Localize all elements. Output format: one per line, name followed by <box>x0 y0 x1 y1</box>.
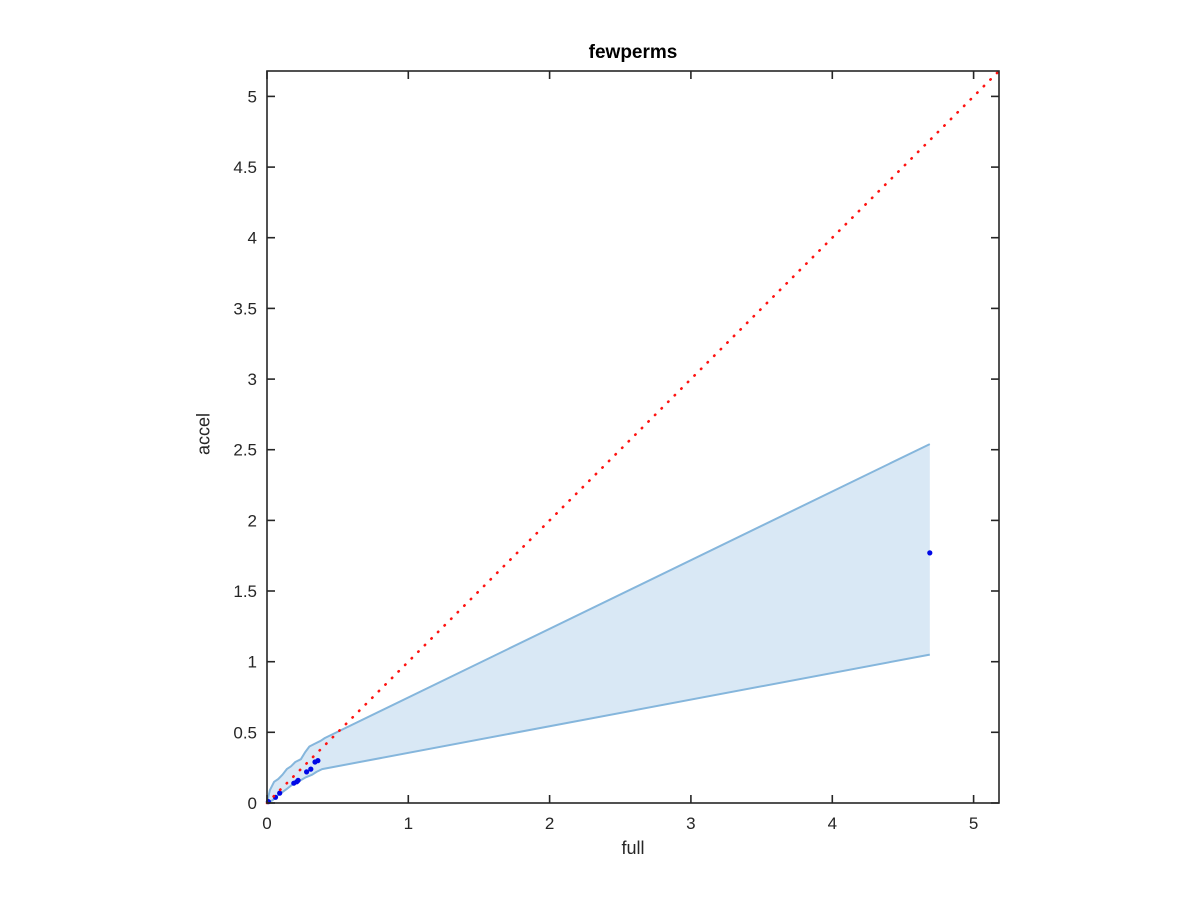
x-tick-label: 0 <box>262 814 271 833</box>
chart-title: fewperms <box>588 42 678 63</box>
confidence-band <box>267 444 930 803</box>
y-tick-label: 4 <box>248 229 257 248</box>
data-point <box>295 777 301 784</box>
y-tick-label: 1 <box>248 653 257 672</box>
x-tick-label: 3 <box>686 814 695 833</box>
band-upper-edge <box>266 443 931 804</box>
axes-box <box>266 70 1000 804</box>
y-tick-label: 0.5 <box>233 723 257 742</box>
y-axis-label: accel <box>193 412 214 456</box>
x-tick-label: 2 <box>545 814 554 833</box>
y-tick-label: 2.5 <box>233 441 257 460</box>
y-tick-label: 3 <box>248 370 257 389</box>
y-tick-label: 4.5 <box>233 158 257 177</box>
data-point <box>927 550 933 556</box>
y-tick-label: 3.5 <box>233 299 257 318</box>
y-tick-label: 5 <box>248 87 257 106</box>
x-axis-label: full <box>621 838 645 858</box>
y-tick-label: 2 <box>248 511 257 530</box>
x-tick-label: 5 <box>969 814 978 833</box>
x-tick-label: 1 <box>404 814 413 833</box>
data-point <box>277 790 283 796</box>
data-point <box>304 769 310 775</box>
data-point <box>315 758 321 764</box>
x-tick-label: 4 <box>828 814 837 833</box>
data-point <box>308 766 314 772</box>
y-tick-label: 1.5 <box>233 582 257 601</box>
y-tick-label: 0 <box>248 794 257 813</box>
